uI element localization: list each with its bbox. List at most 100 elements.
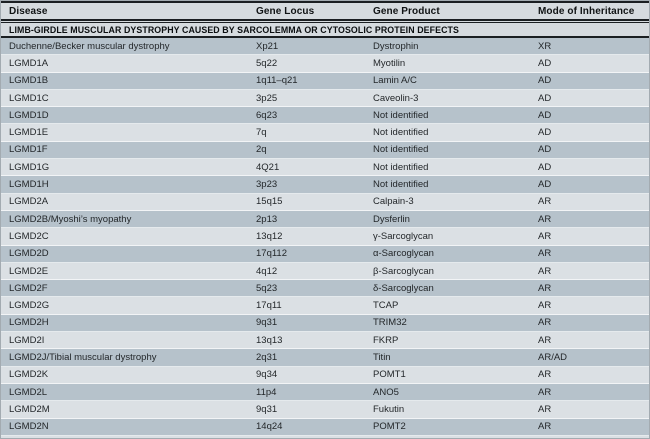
cell-inheritance: AD [538, 75, 552, 87]
cell-inheritance: AD [538, 144, 552, 156]
table-row: LGMD1F 2q Not identified AD [1, 141, 649, 160]
cell-gene-locus: 1q11–q21 [256, 75, 298, 87]
cell-inheritance: AR [538, 334, 552, 346]
cell-inheritance: AD [538, 161, 552, 173]
table-row: LGMD2L 11p4 ANO5 AR [1, 383, 649, 402]
cell-disease: LGMD2D [9, 248, 49, 260]
table-row: LGMD2I 13q13 FKRP AR [1, 332, 649, 350]
table-row: LGMD2J/Tibial muscular dystrophy 2q31 Ti… [1, 349, 649, 367]
table-row: LGMD2A 15q15 Calpain-3 AR [1, 193, 649, 211]
cell-gene-locus: 9q31 [256, 403, 278, 415]
cell-gene-locus: 15q15 [256, 196, 283, 208]
cell-gene-locus: 9q31 [256, 317, 278, 329]
cell-gene-locus: 6q23 [256, 109, 278, 121]
cell-gene-locus: 17q112 [256, 248, 287, 260]
cell-gene-product: TCAP [373, 300, 399, 312]
cell-gene-locus: 13q13 [256, 334, 283, 346]
cell-inheritance: AD [538, 92, 552, 104]
cell-gene-product: Fukutin [373, 403, 405, 415]
cell-inheritance: AR [538, 265, 552, 277]
cell-inheritance: AR [538, 386, 552, 398]
table-body: Duchenne/Becker muscular dystrophy Xp21 … [1, 38, 649, 436]
cell-gene-product: Not identified [373, 161, 429, 173]
cell-gene-locus: 14q24 [256, 421, 283, 433]
table-row: LGMD2G 17q11 TCAP AR [1, 297, 649, 315]
cell-gene-product: α-Sarcoglycan [373, 248, 434, 260]
table-row: LGMD1A 5q22 Myotilin AD [1, 55, 649, 73]
cell-inheritance: AR [538, 282, 552, 294]
cell-gene-product: Not identified [373, 144, 429, 156]
cell-inheritance: AR [538, 317, 552, 329]
cell-disease: LGMD1E [9, 127, 49, 139]
cell-inheritance: AR [538, 196, 552, 208]
cell-gene-product: β-Sarcoglycan [373, 265, 434, 277]
cell-gene-product: Not identified [373, 109, 429, 121]
cell-gene-product: Calpain-3 [373, 196, 414, 208]
table-row: LGMD2M 9q31 Fukutin AR [1, 401, 649, 419]
cell-disease: LGMD2I [9, 334, 45, 346]
cell-disease: LGMD2H [9, 317, 49, 329]
header-rule-thin [1, 22, 649, 23]
cell-inheritance: AD [538, 179, 552, 191]
cell-gene-locus: 3p25 [256, 92, 278, 104]
cell-inheritance: AR [538, 369, 552, 381]
cell-gene-locus: 11p4 [256, 386, 277, 398]
cell-gene-locus: 2q31 [256, 351, 278, 363]
cell-disease: Duchenne/Becker muscular dystrophy [9, 40, 170, 52]
cell-disease: LGMD1F [9, 144, 48, 156]
cell-inheritance: AR [538, 421, 552, 433]
cell-gene-locus: 5q23 [256, 282, 278, 294]
cell-gene-product: TRIM32 [373, 317, 407, 329]
column-header-gene-product: Gene Product [373, 5, 440, 17]
cell-gene-product: Titin [373, 351, 391, 363]
cell-inheritance: AD [538, 109, 552, 121]
table-row: LGMD1C 3p25 Caveolin-3 AD [1, 89, 649, 108]
table-row: LGMD2F 5q23 δ-Sarcoglycan AR [1, 280, 649, 298]
table-row: LGMD2K 9q34 POMT1 AR [1, 366, 649, 384]
section-rule [1, 36, 649, 38]
cell-disease: LGMD2J/Tibial muscular dystrophy [9, 351, 157, 363]
cell-disease: LGMD2A [9, 196, 49, 208]
cell-gene-locus: Xp21 [256, 40, 279, 52]
table-row: LGMD1D 6q23 Not identified AD [1, 107, 649, 125]
cell-gene-locus: 13q12 [256, 230, 283, 242]
cell-gene-locus: 17q11 [256, 300, 282, 312]
cell-disease: LGMD1C [9, 92, 49, 104]
column-header-gene-locus: Gene Locus [256, 5, 315, 17]
header-rule-gap [1, 21, 649, 22]
table-row: LGMD2D 17q112 α-Sarcoglycan AR [1, 245, 649, 263]
header-rule-thick [1, 19, 649, 21]
cell-inheritance: AR [538, 213, 552, 225]
cell-gene-product: Dysferlin [373, 213, 410, 225]
cell-gene-product: Not identified [373, 179, 429, 191]
table-row: LGMD2E 4q12 β-Sarcoglycan AR [1, 262, 649, 281]
cell-gene-product: Caveolin-3 [373, 92, 419, 104]
cell-disease: LGMD2K [9, 369, 49, 381]
cell-gene-locus: 3p23 [256, 179, 278, 191]
cell-gene-product: δ-Sarcoglycan [373, 282, 434, 294]
column-header-disease: Disease [9, 5, 48, 17]
table-row: LGMD2N 14q24 POMT2 AR [1, 418, 649, 436]
cell-inheritance: AD [538, 57, 552, 69]
cell-gene-locus: 2q [256, 144, 267, 156]
cell-gene-product: Not identified [373, 127, 429, 139]
bottom-row-sliver [1, 436, 649, 438]
cell-disease: LGMD1G [9, 161, 50, 173]
cell-disease: LGMD1A [9, 57, 49, 69]
cell-disease: LGMD1B [9, 75, 49, 87]
table-row: LGMD2C 13q12 γ-Sarcoglycan AR [1, 228, 649, 246]
cell-inheritance: AD [538, 127, 552, 139]
cell-disease: LGMD2E [9, 265, 49, 277]
column-header-inheritance: Mode of Inheritance [538, 5, 635, 17]
cell-gene-product: ANO5 [373, 386, 399, 398]
table-row: Duchenne/Becker muscular dystrophy Xp21 … [1, 38, 649, 56]
cell-inheritance: AR/AD [538, 351, 568, 363]
cell-disease: LGMD2F [9, 282, 48, 294]
cell-gene-product: Dystrophin [373, 40, 419, 52]
cell-disease: LGMD2B/Myoshi’s myopathy [9, 213, 132, 225]
cell-gene-product: FKRP [373, 334, 399, 346]
cell-inheritance: XR [538, 40, 552, 52]
table-row: LGMD1E 7q Not identified AD [1, 124, 649, 142]
cell-gene-product: γ-Sarcoglycan [373, 230, 434, 242]
cell-gene-locus: 7q [256, 127, 267, 139]
